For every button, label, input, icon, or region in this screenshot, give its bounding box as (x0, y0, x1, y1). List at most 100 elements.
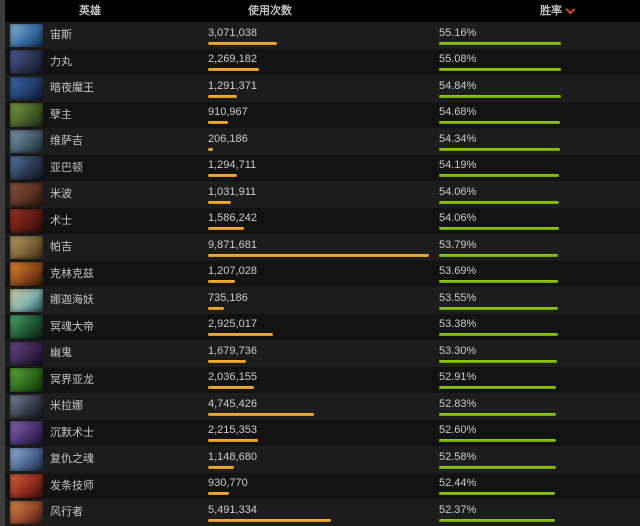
usage-count: 1,207,028 (208, 265, 257, 277)
hero-portrait[interactable] (10, 500, 43, 524)
hero-row[interactable]: 宙斯 3,071,038 55.16% (0, 22, 640, 49)
usage-cell: 9,871,681 (208, 239, 429, 257)
hero-row[interactable]: 娜迦海妖 735,186 53.55% (0, 287, 640, 314)
winrate-cell: 52.91% (439, 371, 556, 389)
hero-portrait[interactable] (10, 447, 43, 471)
winrate-cell: 54.06% (439, 186, 559, 204)
winrate-value: 52.60% (439, 424, 477, 436)
usage-count: 910,967 (208, 106, 248, 118)
hero-row[interactable]: 亚巴顿 1,294,711 54.19% (0, 154, 640, 181)
hero-portrait[interactable] (10, 235, 43, 259)
caret-down-icon (565, 4, 576, 15)
hero-name-link[interactable]: 帕吉 (50, 241, 72, 253)
hero-row[interactable]: 米波 1,031,911 54.06% (0, 181, 640, 208)
usage-count: 1,148,680 (208, 450, 257, 463)
usage-bar (208, 333, 273, 336)
hero-name-link[interactable]: 风行者 (50, 506, 83, 518)
hero-row[interactable]: 风行者 5,491,334 52.37% (0, 499, 640, 526)
hero-name-link[interactable]: 沉默术士 (50, 426, 94, 439)
hero-row[interactable]: 维萨吉 206,186 54.34% (0, 128, 640, 155)
hero-name-link[interactable]: 冥界亚龙 (50, 373, 94, 386)
usage-cell: 2,036,155 (208, 371, 257, 389)
winrate-bar (439, 41, 561, 45)
hero-name-link[interactable]: 维萨吉 (50, 135, 83, 147)
usage-bar (208, 518, 331, 522)
usage-cell: 2,269,182 (208, 53, 259, 71)
hero-portrait[interactable] (10, 421, 43, 445)
hero-name-link[interactable]: 复仇之魂 (50, 453, 94, 465)
winrate-bar (439, 253, 558, 257)
hero-portrait[interactable] (10, 474, 43, 498)
winrate-bar (439, 94, 561, 98)
hero-row[interactable]: 沉默术士 2,215,353 52.60% (0, 419, 640, 446)
table-header: 英雄 使用次数 胜率 (0, 0, 640, 22)
winrate-bar (439, 174, 559, 177)
hero-portrait[interactable] (10, 76, 43, 100)
winrate-bar (439, 333, 558, 336)
hero-portrait[interactable] (10, 394, 43, 418)
usage-count: 206,186 (208, 132, 248, 145)
hero-row[interactable]: 克林克兹 1,207,028 53.69% (0, 260, 640, 287)
hero-portrait[interactable] (10, 103, 43, 127)
hero-portrait[interactable] (10, 50, 43, 74)
winrate-value: 55.08% (439, 53, 477, 65)
hero-row[interactable]: 术士 1,586,242 54.06% (0, 207, 640, 234)
hero-row[interactable]: 力丸 2,269,182 55.08% (0, 48, 640, 75)
winrate-value: 52.91% (439, 371, 477, 383)
hero-name-link[interactable]: 发条技师 (50, 479, 94, 492)
winrate-value: 52.44% (439, 477, 477, 489)
hero-row[interactable]: 暗夜魔王 1,291,371 54.84% (0, 75, 640, 102)
winrate-bar (439, 147, 560, 151)
hero-portrait[interactable] (10, 288, 43, 312)
hero-portrait[interactable] (10, 315, 43, 339)
hero-name-link[interactable]: 术士 (50, 214, 72, 227)
hero-name-link[interactable]: 克林克兹 (50, 267, 94, 280)
usage-cell: 2,925,017 (208, 318, 273, 336)
winrate-value: 53.69% (439, 265, 477, 277)
hero-row[interactable]: 幽鬼 1,679,736 53.30% (0, 340, 640, 367)
column-header-winrate[interactable]: 胜率 (540, 0, 576, 22)
usage-cell: 1,586,242 (208, 212, 257, 230)
hero-portrait[interactable] (10, 129, 43, 153)
hero-row[interactable]: 复仇之魂 1,148,680 52.58% (0, 446, 640, 473)
hero-name-link[interactable]: 暗夜魔王 (50, 82, 94, 94)
winrate-cell: 52.83% (439, 398, 556, 416)
hero-name-link[interactable]: 亚巴顿 (50, 161, 83, 174)
hero-portrait[interactable] (10, 182, 43, 206)
hero-row[interactable]: 孽主 910,967 54.68% (0, 101, 640, 128)
winrate-bar (439, 492, 555, 495)
hero-row[interactable]: 发条技师 930,770 52.44% (0, 472, 640, 499)
hero-table-body: 宙斯 3,071,038 55.16% 力丸 2,269,182 55.08% … (0, 22, 640, 526)
column-header-hero[interactable]: 英雄 (79, 5, 101, 17)
winrate-cell: 55.16% (439, 27, 561, 45)
hero-portrait[interactable] (10, 368, 43, 392)
winrate-value: 54.06% (439, 185, 477, 198)
winrate-value: 52.83% (439, 397, 477, 410)
usage-count: 930,770 (208, 477, 248, 489)
hero-portrait[interactable] (10, 209, 43, 233)
hero-row[interactable]: 冥界亚龙 2,036,155 52.91% (0, 366, 640, 393)
hero-name-link[interactable]: 幽鬼 (50, 347, 72, 359)
hero-name-link[interactable]: 娜迦海妖 (50, 294, 94, 306)
hero-portrait[interactable] (10, 23, 43, 47)
usage-cell: 1,031,911 (208, 186, 256, 204)
usage-bar (208, 147, 213, 151)
column-header-usage[interactable]: 使用次数 (248, 5, 292, 17)
winrate-cell: 52.44% (439, 477, 555, 495)
hero-name-link[interactable]: 力丸 (50, 55, 72, 68)
winrate-bar (439, 306, 558, 310)
winrate-value: 52.37% (439, 503, 477, 516)
hero-name-link[interactable]: 冥魂大帝 (50, 320, 94, 333)
usage-cell: 735,186 (208, 292, 248, 310)
hero-row[interactable]: 米拉娜 4,745,426 52.83% (0, 393, 640, 420)
hero-row[interactable]: 帕吉 9,871,681 53.79% (0, 234, 640, 261)
hero-name-link[interactable]: 孽主 (50, 108, 72, 121)
hero-name-link[interactable]: 米拉娜 (50, 400, 83, 412)
winrate-bar (439, 68, 561, 71)
hero-portrait[interactable] (10, 156, 43, 180)
hero-row[interactable]: 冥魂大帝 2,925,017 53.38% (0, 313, 640, 340)
hero-portrait[interactable] (10, 262, 43, 286)
hero-name-link[interactable]: 宙斯 (50, 29, 72, 41)
hero-name-link[interactable]: 米波 (50, 188, 72, 200)
hero-portrait[interactable] (10, 341, 43, 365)
